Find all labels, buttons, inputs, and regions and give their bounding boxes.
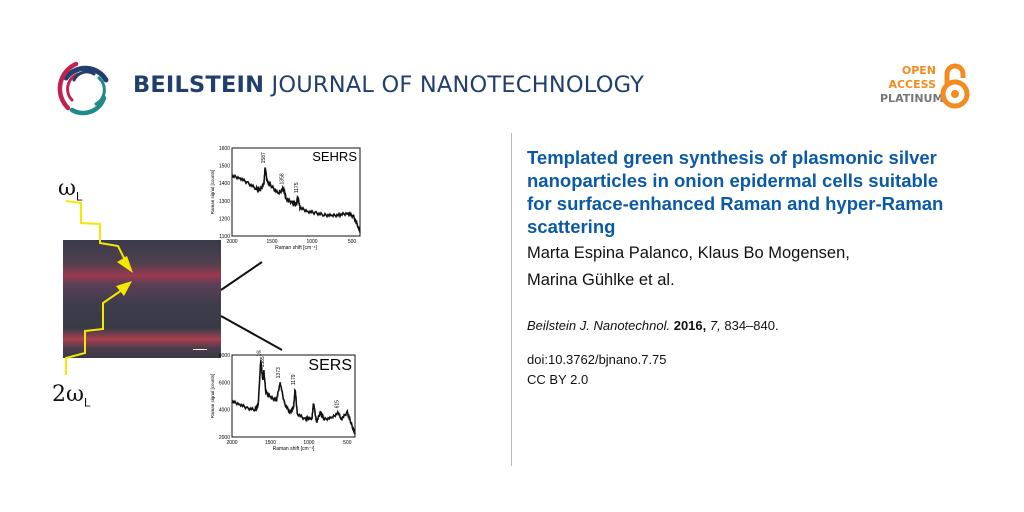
authors-line1: Marta Espina Palanco, Klaus Bo Mogensen, bbox=[527, 244, 850, 262]
y-axis-label: Raman signal [counts] bbox=[210, 170, 215, 215]
y-tick-label: 1300 bbox=[219, 199, 230, 205]
peak-label: 1585 bbox=[260, 356, 266, 367]
x-tick-label: 2000 bbox=[226, 239, 237, 245]
two-omega-arrowhead bbox=[116, 281, 132, 296]
omega-beam bbox=[65, 200, 129, 267]
open-access-line3: PLATINUM bbox=[880, 92, 944, 105]
peak-label: 1358 bbox=[279, 173, 285, 184]
peak-label: 1587 bbox=[261, 152, 267, 163]
citation-volume: 7, bbox=[709, 318, 721, 333]
y-tick-label: 1500 bbox=[219, 164, 230, 170]
spectrum-line bbox=[231, 359, 356, 435]
citation-pages: 834–840. bbox=[724, 318, 779, 333]
license: CC BY 2.0 bbox=[527, 372, 589, 387]
x-tick-label: 1500 bbox=[266, 239, 277, 245]
doi-block: doi:10.3762/bjnano.7.75 CC BY 2.0 bbox=[527, 350, 667, 390]
x-tick-label: 500 bbox=[343, 440, 352, 446]
peak-label: 615 bbox=[334, 400, 340, 409]
y-axis-label: Raman signal [counts] bbox=[210, 374, 215, 419]
y-tick-label: 6000 bbox=[219, 380, 230, 386]
peak-label: 1373 bbox=[276, 367, 282, 378]
peak-label: 1175 bbox=[294, 182, 300, 193]
y-tick-label: 4000 bbox=[219, 408, 230, 414]
plot-frame bbox=[231, 147, 361, 237]
open-access-line2: ACCESS bbox=[888, 78, 936, 91]
two-omega-label: 2ωL bbox=[52, 382, 91, 410]
y-tick-label: 2000 bbox=[219, 435, 230, 441]
connector-line-sehrs bbox=[220, 261, 263, 291]
scale-bar bbox=[193, 349, 207, 350]
journal-name-rest: JOURNAL OF NANOTECHNOLOGY bbox=[264, 72, 645, 98]
y-tick-label: 1400 bbox=[219, 181, 230, 187]
two-omega-beam bbox=[65, 289, 123, 375]
y-tick-label: 1200 bbox=[219, 216, 230, 222]
onion-cell-micrograph bbox=[63, 240, 221, 358]
omega-arrowhead bbox=[117, 256, 133, 273]
sers-chart: SERS 2000 1500 1000 500 2000 4000 6000 8000 Raman… bbox=[210, 350, 356, 452]
connector-line-sers bbox=[220, 315, 283, 351]
x-tick-label: 500 bbox=[348, 239, 357, 245]
y-tick-label: 8000 bbox=[219, 353, 230, 359]
chart-title: SEHRS bbox=[312, 149, 357, 164]
y-tick-label: 1100 bbox=[219, 234, 230, 240]
spectrum-line bbox=[231, 167, 361, 233]
open-access-line1: OPEN bbox=[901, 64, 936, 77]
x-tick-label: 1500 bbox=[265, 440, 276, 446]
doi-link[interactable]: doi:10.3762/bjnano.7.75 bbox=[527, 352, 667, 367]
citation-year: 2016, bbox=[673, 318, 707, 333]
peak-label: 1626 bbox=[257, 350, 263, 356]
authors: Marta Espina Palanco, Klaus Bo Mogensen,… bbox=[527, 240, 967, 294]
citation: Beilstein J. Nanotechnol. 2016, 7, 834–8… bbox=[527, 318, 779, 333]
journal-name-bold: BEILSTEIN bbox=[133, 72, 265, 98]
chart-title: SERS bbox=[308, 357, 352, 374]
x-tick-label: 2000 bbox=[226, 440, 237, 446]
sehrs-chart: SEHRS 2000 1500 1000 500 1100 1200 1300 1400 1500… bbox=[210, 146, 361, 251]
open-lock-icon bbox=[940, 63, 970, 109]
graphic-overlay bbox=[65, 200, 283, 375]
x-tick-label: 1000 bbox=[303, 440, 314, 446]
y-tick-label: 1600 bbox=[219, 146, 230, 152]
plot-frame bbox=[231, 354, 356, 438]
citation-journal: Beilstein J. Nanotechnol. bbox=[527, 318, 671, 333]
x-axis-label: Raman shift [cm⁻¹] bbox=[273, 446, 315, 452]
divider bbox=[511, 133, 512, 466]
omega-label: ωL bbox=[58, 176, 83, 204]
x-axis-label: Raman shift [cm⁻¹] bbox=[275, 245, 317, 251]
open-access-badge: OPEN ACCESS PLATINUM bbox=[880, 64, 944, 106]
journal-title: BEILSTEIN JOURNAL OF NANOTECHNOLOGY bbox=[133, 72, 644, 98]
x-tick-label: 1000 bbox=[306, 239, 317, 245]
peak-label: 1179 bbox=[291, 374, 297, 385]
article-title[interactable]: Templated green synthesis of plasmonic s… bbox=[527, 147, 944, 237]
authors-line2: Marina Gühlke et al. bbox=[527, 271, 675, 289]
beilstein-logo-icon bbox=[57, 61, 109, 116]
